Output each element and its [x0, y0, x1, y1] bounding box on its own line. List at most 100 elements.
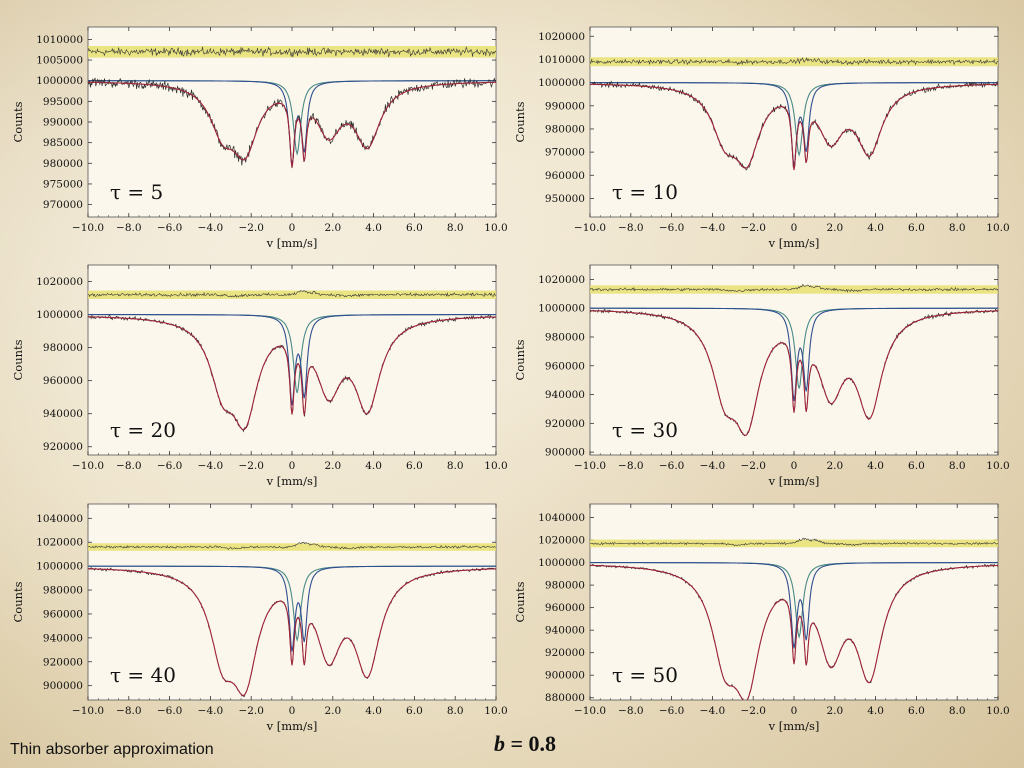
y-tick-label: 900000: [545, 670, 585, 682]
y-tick-label: 1040000: [36, 513, 83, 525]
x-tick-label: 10.0: [986, 460, 1009, 472]
y-tick-label: 980000: [43, 342, 83, 354]
measured-spectrum: [88, 77, 496, 169]
plot-area: [88, 290, 496, 433]
x-tick-label: 10.0: [484, 460, 507, 472]
x-tick-label: 4.0: [867, 705, 884, 717]
x-tick-label: 0: [791, 460, 798, 472]
x-tick-label: −6.0: [659, 460, 685, 472]
y-tick-label: 920000: [43, 656, 83, 668]
x-tick-label: 2.0: [826, 460, 843, 472]
y-tick-label: 960000: [43, 375, 83, 387]
x-tick-label: 4.0: [867, 460, 884, 472]
mossbauer-panel-4: −10.0 −8.0 −6.0 −4.0 −2.0 0 2.0 4.0 6.0 8.0 10.0 90…: [513, 264, 1010, 488]
x-tick-label: 8.0: [447, 460, 464, 472]
y-tick-label: 900000: [43, 680, 83, 692]
plot-area: [590, 537, 998, 700]
x-tick-label: 4.0: [365, 460, 382, 472]
x-tick-label: 10.0: [986, 705, 1009, 717]
y-tick-label: 995000: [43, 96, 83, 108]
plot-area: [88, 46, 496, 169]
y-tick-label: 880000: [545, 692, 585, 704]
tau-annotation: τ = 50: [612, 663, 678, 687]
x-tick-label: −4.0: [198, 705, 224, 717]
x-tick-label: 0: [791, 705, 798, 717]
fit-curve: [88, 568, 496, 696]
x-tick-label: 2.0: [826, 705, 843, 717]
y-tick-label: 1010000: [538, 54, 585, 66]
residual-band: [88, 543, 496, 551]
y-tick-label: 960000: [545, 360, 585, 372]
y-axis-label: Counts: [11, 339, 25, 380]
residual-trace: [590, 284, 998, 293]
x-tick-label: 2.0: [324, 705, 341, 717]
y-tick-label: 1020000: [538, 31, 585, 43]
x-tick-label: −4.0: [700, 705, 726, 717]
residual-band: [590, 539, 998, 548]
y-tick-label: 940000: [545, 625, 585, 637]
y-tick-label: 1000000: [36, 75, 83, 87]
y-axis-label: Counts: [513, 339, 527, 380]
x-tick-label: −8.0: [618, 222, 644, 234]
narrow-component-curve: [590, 307, 998, 401]
y-tick-label: 1005000: [36, 55, 83, 67]
residual-band: [590, 57, 998, 67]
x-axis-label: v [mm/s]: [266, 474, 318, 488]
x-tick-label: 6.0: [406, 460, 423, 472]
y-tick-label: 1000000: [538, 77, 585, 89]
x-tick-label: −2.0: [740, 705, 766, 717]
y-axis-label: Counts: [11, 581, 25, 622]
mossbauer-panel-3: −10.0 −8.0 −6.0 −4.0 −2.0 0 2.0 4.0 6.0 8.0 10.0 92…: [11, 264, 508, 488]
x-tick-label: 4.0: [867, 222, 884, 234]
y-tick-label: 980000: [43, 158, 83, 170]
residual-band: [88, 46, 496, 58]
fit-curve: [88, 81, 496, 168]
x-tick-label: 2.0: [826, 222, 843, 234]
x-tick-label: −4.0: [198, 222, 224, 234]
x-tick-label: 2.0: [324, 460, 341, 472]
fit-curve: [590, 83, 998, 171]
x-tick-label: −6.0: [157, 705, 183, 717]
x-axis-label: v [mm/s]: [266, 719, 318, 733]
tau-annotation: τ = 40: [110, 663, 176, 687]
plot-area: [590, 284, 998, 437]
x-tick-label: 6.0: [406, 222, 423, 234]
x-tick-label: −10.0: [574, 222, 606, 234]
tau-annotation: τ = 30: [612, 418, 678, 442]
narrow-component-curve: [590, 82, 998, 166]
y-tick-label: 1000000: [36, 309, 83, 321]
narrow-component-curve: [88, 314, 496, 406]
mossbauer-panel-1: −10.0 −8.0 −6.0 −4.0 −2.0 0 2.0 4.0 6.0 8.0 10.0 97…: [11, 26, 508, 250]
x-tick-label: 8.0: [949, 460, 966, 472]
y-tick-label: 1010000: [36, 34, 83, 46]
y-axis-label: Counts: [513, 581, 527, 622]
plot-area: [590, 57, 998, 171]
y-tick-label: 940000: [545, 389, 585, 401]
y-tick-label: 990000: [43, 117, 83, 129]
x-tick-label: −6.0: [157, 222, 183, 234]
x-tick-label: 8.0: [447, 222, 464, 234]
x-tick-label: 0: [791, 222, 798, 234]
mossbauer-panel-2: −10.0 −8.0 −6.0 −4.0 −2.0 0 2.0 4.0 6.0 8.0 10.0 95…: [513, 26, 1010, 250]
x-tick-label: 2.0: [324, 222, 341, 234]
y-tick-label: 960000: [545, 602, 585, 614]
y-tick-label: 1000000: [538, 303, 585, 315]
x-tick-label: 6.0: [406, 705, 423, 717]
narrow-component-curve: [590, 562, 998, 649]
y-tick-label: 980000: [545, 123, 585, 135]
y-tick-label: 920000: [545, 418, 585, 430]
y-tick-label: 950000: [545, 193, 585, 205]
x-tick-label: −10.0: [72, 705, 104, 717]
x-tick-label: −10.0: [72, 222, 104, 234]
x-axis-label: v [mm/s]: [266, 236, 318, 250]
x-tick-label: −2.0: [238, 705, 264, 717]
fit-curve: [88, 316, 496, 431]
x-axis-label: v [mm/s]: [768, 236, 820, 250]
x-tick-label: −4.0: [198, 460, 224, 472]
y-tick-label: 1020000: [538, 535, 585, 547]
x-tick-label: 4.0: [365, 705, 382, 717]
x-tick-label: 10.0: [484, 705, 507, 717]
tau-annotation: τ = 20: [110, 418, 176, 442]
plot-frame: [87, 26, 497, 218]
x-tick-label: −8.0: [618, 460, 644, 472]
